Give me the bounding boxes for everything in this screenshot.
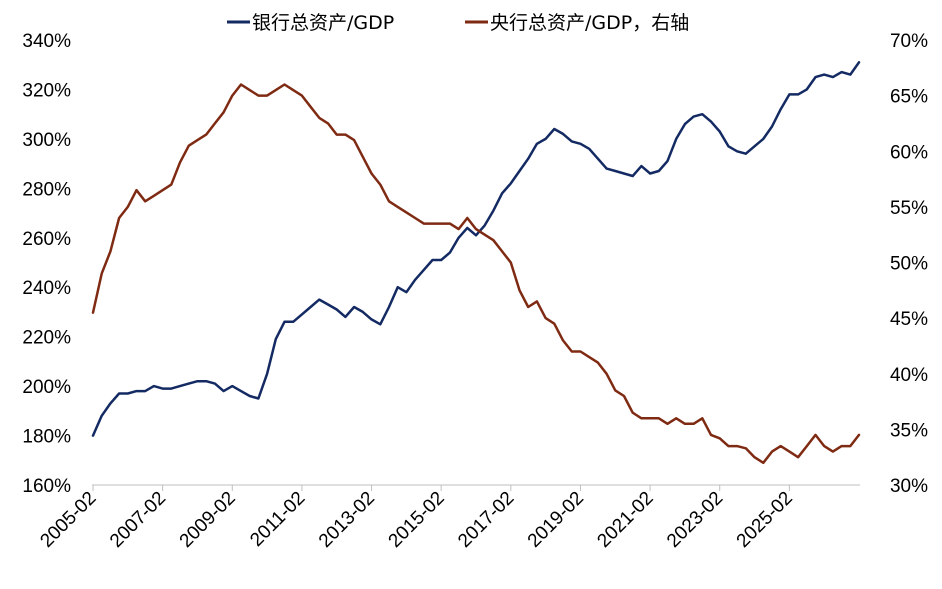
left-axis-tick-label: 320% bbox=[22, 80, 71, 101]
x-axis-tick-label: 2017-02 bbox=[454, 488, 518, 552]
right-axis-tick-label: 55% bbox=[890, 198, 928, 219]
left-axis-tick-label: 200% bbox=[22, 377, 71, 398]
legend-label-bank-assets: 银行总资产/GDP bbox=[252, 12, 394, 34]
x-axis-tick-label: 2013-02 bbox=[315, 488, 379, 552]
right-axis-tick-label: 45% bbox=[890, 309, 928, 330]
series-line-central-bank-assets bbox=[91, 83, 861, 465]
x-axis-tick-label: 2005-02 bbox=[36, 488, 100, 552]
x-axis-tick-label: 2007-02 bbox=[106, 488, 170, 552]
x-axis: 2005-02 2007-02 2009-02 2011-02 2013-02 2015-… bbox=[36, 484, 860, 552]
x-axis-tick-label: 2025-02 bbox=[733, 488, 797, 552]
x-axis-tick-label: 2015-02 bbox=[385, 488, 449, 552]
x-axis-tick-label: 2021-02 bbox=[593, 488, 657, 552]
left-axis-tick-label: 260% bbox=[22, 229, 71, 250]
legend-label-central-bank-assets: 央行总资产/GDP，右轴 bbox=[490, 12, 689, 34]
left-axis-tick-label: 240% bbox=[22, 278, 71, 299]
right-y-axis: 30% 35% 40% 45% 50% 55% 60% 65% 70% bbox=[890, 31, 928, 497]
right-axis-tick-label: 65% bbox=[890, 87, 928, 108]
left-axis-tick-label: 300% bbox=[22, 130, 71, 151]
series-line-bank-assets bbox=[91, 61, 861, 437]
left-y-axis: 160% 180% 200% 220% 240% 260% 280% 300% 320% 340% bbox=[22, 31, 71, 497]
right-axis-tick-label: 40% bbox=[890, 365, 928, 386]
series-layer bbox=[91, 61, 861, 465]
right-axis-tick-label: 60% bbox=[890, 142, 928, 163]
left-axis-tick-label: 280% bbox=[22, 179, 71, 200]
right-axis-tick-label: 70% bbox=[890, 31, 928, 52]
right-axis-tick-label: 30% bbox=[890, 476, 928, 497]
right-axis-tick-label: 50% bbox=[890, 254, 928, 275]
chart-legend: 银行总资产/GDP 央行总资产/GDP，右轴 bbox=[227, 12, 689, 34]
x-axis-tick-label: 2009-02 bbox=[176, 488, 240, 552]
left-axis-tick-label: 220% bbox=[22, 328, 71, 349]
left-axis-tick-label: 180% bbox=[22, 427, 71, 448]
x-axis-tick-label: 2011-02 bbox=[246, 488, 309, 551]
right-axis-tick-label: 35% bbox=[890, 420, 928, 441]
x-axis-tick-label: 2023-02 bbox=[663, 488, 727, 552]
left-axis-tick-label: 340% bbox=[22, 31, 71, 52]
left-axis-tick-label: 160% bbox=[22, 476, 71, 497]
x-axis-tick-label: 2019-02 bbox=[524, 488, 588, 552]
